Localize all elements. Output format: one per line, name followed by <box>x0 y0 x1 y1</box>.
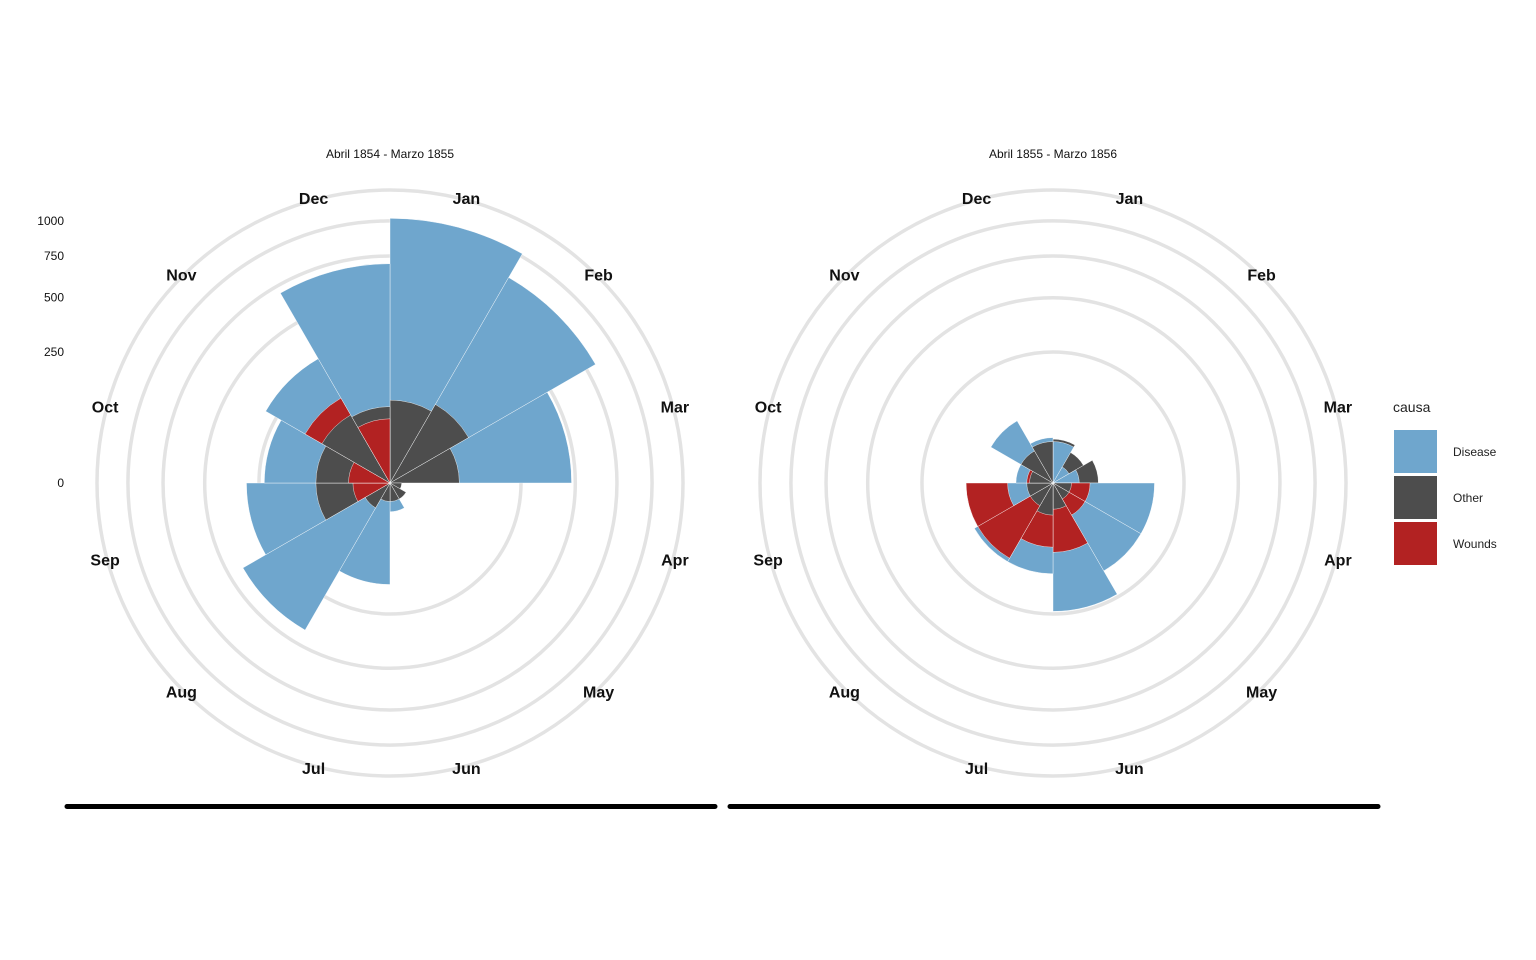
panel-1: Abril 1854 - Marzo 1855 Jan Feb Mar Apr May Ju… <box>90 147 689 778</box>
wedge-other-mar <box>389 448 460 484</box>
month-label-jan: Jan <box>453 191 481 208</box>
grid-ring <box>758 188 1348 778</box>
month-label-may: May <box>583 685 614 702</box>
month-label-may: May <box>1246 685 1277 702</box>
radial-tick-label: 500 <box>44 291 64 305</box>
panel-2-title: Abril 1855 - Marzo 1856 <box>989 147 1117 161</box>
panel-2-wedges <box>965 420 1155 612</box>
month-label-sep: Sep <box>90 552 120 569</box>
month-label-jun: Jun <box>1115 761 1143 778</box>
month-label-jul: Jul <box>965 761 988 778</box>
month-label-mar: Mar <box>661 400 689 417</box>
month-label-feb: Feb <box>1247 267 1276 284</box>
legend-swatch-wounds <box>1394 522 1437 565</box>
grid-ring <box>920 350 1186 616</box>
radial-axis: 0 250 500 750 1000 <box>37 214 64 490</box>
legend-label-disease: Disease <box>1453 445 1497 459</box>
month-label-nov: Nov <box>829 267 859 284</box>
legend-label-wounds: Wounds <box>1453 537 1497 551</box>
panel-1-wedges <box>242 218 596 631</box>
month-label-aug: Aug <box>829 685 860 702</box>
wedge-disease-aug <box>242 482 391 631</box>
legend-label-other: Other <box>1453 491 1483 505</box>
radial-tick-label: 250 <box>44 345 64 359</box>
legend-items: Disease Other Wounds <box>1394 430 1497 565</box>
legend: causa Disease Other Wounds <box>1393 399 1497 565</box>
month-label-feb: Feb <box>584 267 613 284</box>
month-label-mar: Mar <box>1324 400 1352 417</box>
legend-swatch-disease <box>1394 430 1437 473</box>
month-label-jul: Jul <box>302 761 325 778</box>
radial-tick-label: 750 <box>44 249 64 263</box>
legend-title: causa <box>1393 399 1431 415</box>
panels-layer: Abril 1854 - Marzo 1855 Jan Feb Mar Apr May Ju… <box>90 147 1352 778</box>
month-label-apr: Apr <box>1324 552 1352 569</box>
month-label-dec: Dec <box>962 191 991 208</box>
panel-2: Abril 1855 - Marzo 1856 Jan Feb Mar Apr May Ju… <box>753 147 1352 778</box>
wedge-other-dec <box>1032 441 1054 484</box>
radial-tick-label: 1000 <box>37 214 64 228</box>
month-label-apr: Apr <box>661 552 689 569</box>
month-label-sep: Sep <box>753 552 783 569</box>
month-label-dec: Dec <box>299 191 328 208</box>
grid-ring <box>789 219 1317 747</box>
month-label-nov: Nov <box>166 267 196 284</box>
legend-swatch-other <box>1394 476 1437 519</box>
month-label-aug: Aug <box>166 685 197 702</box>
month-label-jan: Jan <box>1116 191 1144 208</box>
month-label-oct: Oct <box>755 400 782 417</box>
month-label-oct: Oct <box>92 400 119 417</box>
wedge-wounds-dec <box>357 418 391 484</box>
grid-ring <box>95 188 685 778</box>
grid-ring <box>824 254 1282 712</box>
month-label-jun: Jun <box>452 761 480 778</box>
grid-ring <box>865 295 1241 671</box>
radial-tick-label: 0 <box>57 476 64 490</box>
panel-1-title: Abril 1854 - Marzo 1855 <box>326 147 454 161</box>
